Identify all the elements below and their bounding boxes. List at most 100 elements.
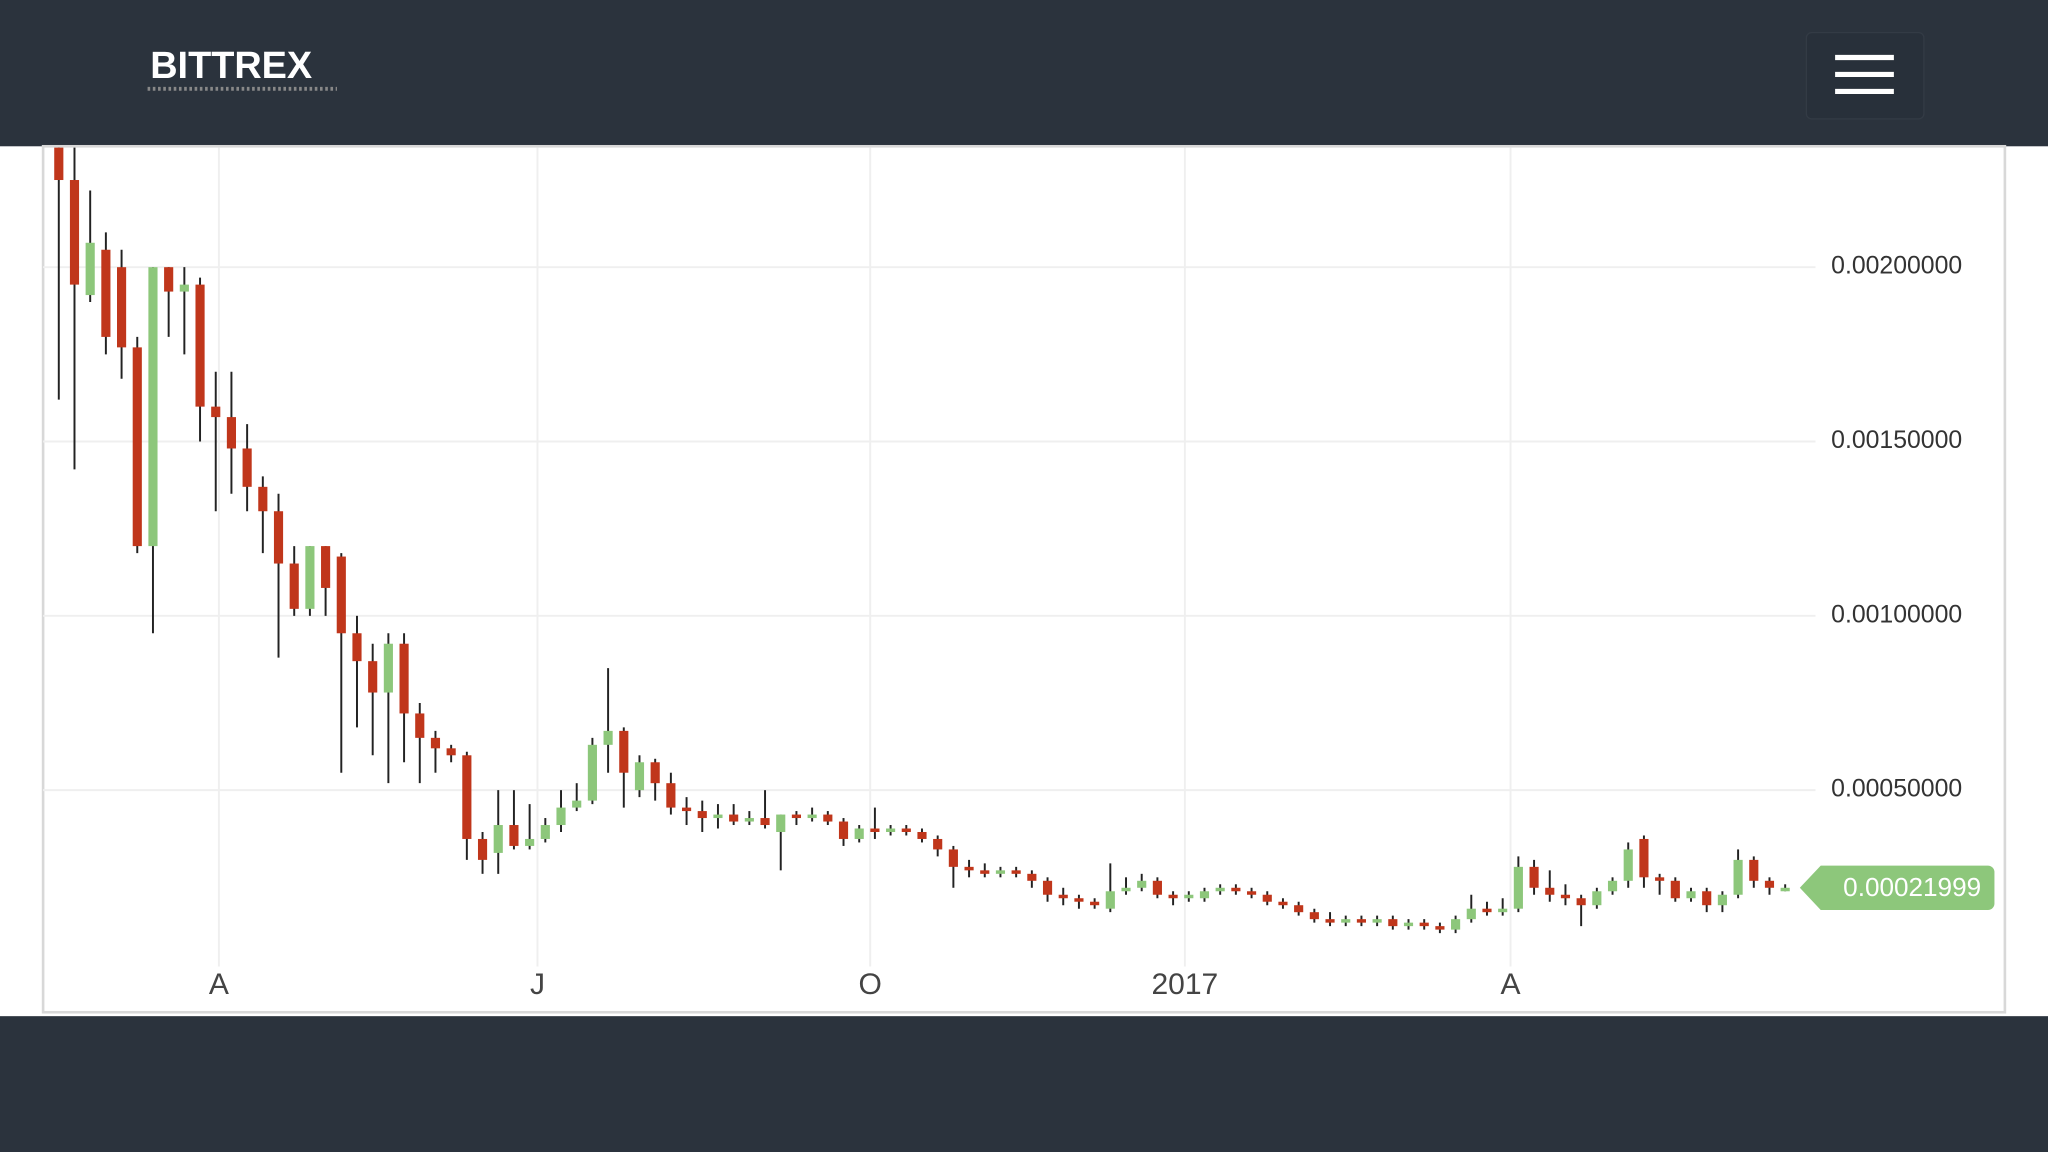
candle-body: [1152, 880, 1162, 895]
candle-body: [195, 284, 205, 407]
candle-body: [1058, 894, 1068, 899]
candle-body: [336, 556, 346, 634]
candle-body: [1623, 849, 1633, 881]
menu-icon: [1835, 54, 1894, 95]
y-tick-label: 0.00050000: [1831, 776, 1962, 803]
logo[interactable]: BITTREX: [150, 45, 312, 87]
last-price-tag: [1799, 865, 1995, 910]
candle-body: [1325, 919, 1335, 923]
candle-body: [321, 546, 331, 588]
candle-body: [980, 870, 990, 874]
candle-body: [1764, 880, 1775, 888]
candle-body: [525, 838, 535, 846]
candle-body: [1686, 891, 1696, 899]
candle-body: [1105, 891, 1115, 909]
candle-body: [917, 831, 927, 839]
candle-body: [964, 866, 974, 871]
candle-body: [1121, 887, 1131, 892]
candle-body: [1482, 908, 1492, 913]
candle-body: [1403, 922, 1414, 927]
candle-body: [838, 821, 849, 839]
candle-body: [462, 755, 472, 839]
candle-body: [383, 643, 393, 693]
candle-body: [666, 783, 676, 808]
candle-body: [1451, 919, 1461, 930]
candle-body: [1749, 859, 1759, 881]
x-tick-label: A: [1501, 968, 1521, 1001]
candle-body: [634, 762, 645, 791]
candle-body: [650, 762, 660, 784]
candle-body: [1215, 887, 1225, 892]
candle-body: [148, 267, 158, 547]
candle-body: [760, 818, 770, 826]
candle-body: [1639, 838, 1649, 878]
candle-body: [101, 249, 111, 337]
candle-body: [1513, 866, 1523, 909]
candle-body: [1717, 894, 1727, 906]
candle-body: [1309, 912, 1319, 920]
candle-body: [305, 546, 315, 609]
candle-body: [1074, 898, 1084, 902]
candle-body: [540, 825, 550, 839]
candle-body: [211, 406, 221, 418]
candle-body: [1466, 908, 1476, 920]
candle-body: [933, 838, 943, 850]
candle-body: [226, 417, 237, 449]
candle-body: [415, 713, 425, 738]
candle-body: [886, 828, 896, 832]
candle-body: [1702, 891, 1712, 906]
candle-body: [1027, 873, 1037, 881]
axis-labels: 0.00050000 0.00100000 0.00150000 0.00200000…: [209, 253, 1995, 1001]
candle-body: [776, 814, 786, 832]
candle-body: [1199, 891, 1210, 899]
candle-body: [1607, 880, 1618, 892]
header-bar: [0, 0, 2048, 147]
y-tick-label: 0.00100000: [1831, 601, 1962, 628]
candle-body: [697, 811, 707, 819]
candle-body: [446, 748, 456, 756]
candle-body: [901, 828, 911, 832]
candle-body: [1419, 922, 1429, 927]
candle-body: [273, 511, 284, 564]
candle-body: [556, 807, 566, 826]
candle-body: [1090, 901, 1100, 906]
candle-body: [493, 825, 503, 853]
candle-body: [509, 825, 519, 846]
candle-body: [1278, 901, 1288, 906]
candle-body: [54, 147, 64, 181]
candle-body: [1294, 905, 1304, 913]
candle-body: [744, 818, 754, 822]
candle-body: [258, 486, 268, 512]
y-tick-label: 0.00200000: [1831, 253, 1962, 280]
candle-body: [132, 347, 142, 547]
candle-body: [1529, 866, 1539, 888]
candle-body: [603, 730, 613, 745]
candle-body: [729, 814, 739, 822]
candle-body: [854, 828, 864, 839]
candle-body: [1246, 891, 1257, 895]
candle-body: [1498, 908, 1508, 913]
candle-body: [681, 807, 692, 812]
candle-body: [1372, 919, 1382, 923]
candle-body: [399, 643, 409, 714]
x-tick-label: 2017: [1151, 968, 1218, 1001]
candle-body: [1670, 880, 1680, 899]
candle-body: [791, 814, 802, 819]
candle-body: [164, 267, 174, 292]
candle-body: [572, 800, 582, 808]
candle-body: [1011, 870, 1021, 874]
candle-body: [1356, 919, 1367, 923]
candle-body: [619, 730, 629, 773]
candle-body: [995, 870, 1006, 874]
candle-body: [1545, 887, 1555, 895]
candle-body: [1168, 894, 1178, 899]
candle-body: [1560, 894, 1571, 899]
x-tick-label: J: [530, 968, 545, 1001]
candle-body: [1341, 919, 1351, 923]
candle-body: [289, 563, 299, 609]
candle-body: [1780, 887, 1790, 892]
candle-body: [823, 814, 833, 822]
candle-body: [1576, 898, 1586, 906]
